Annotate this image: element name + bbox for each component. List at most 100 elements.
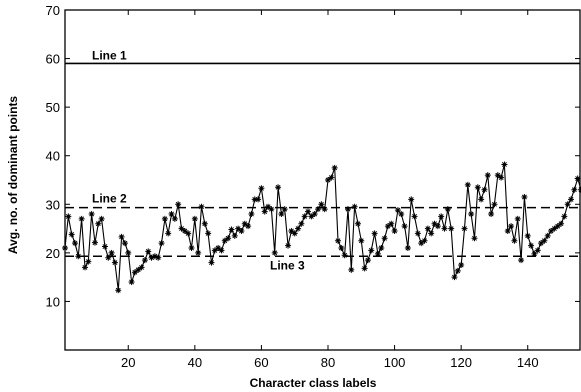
data-point <box>78 215 85 222</box>
data-point <box>291 230 298 237</box>
x-tick-label: 80 <box>321 355 335 370</box>
axes: 10 20 30 40 50 60 70 20 40 60 80 100 120 140 <box>46 3 580 370</box>
y-tick-label: 30 <box>46 197 60 212</box>
data-point <box>451 274 458 281</box>
data-point <box>185 230 192 237</box>
data-point <box>338 245 345 251</box>
data-point <box>554 223 561 230</box>
data-point <box>514 215 521 222</box>
series-layer <box>62 161 581 294</box>
data-point <box>501 161 508 168</box>
data-point <box>95 220 102 227</box>
data-point <box>334 237 341 244</box>
data-point <box>534 247 541 254</box>
data-point <box>275 184 282 191</box>
data-point <box>368 247 375 254</box>
data-point <box>461 225 468 232</box>
data-point <box>161 215 168 222</box>
data-point <box>241 220 248 227</box>
data-point <box>215 245 222 251</box>
data-point <box>191 215 198 222</box>
data-point <box>228 226 235 233</box>
y-tick-label: 40 <box>46 149 60 164</box>
data-point <box>518 257 525 264</box>
data-point <box>341 252 348 259</box>
data-point <box>221 237 228 244</box>
x-tick-label: 40 <box>188 355 202 370</box>
data-point <box>128 279 135 285</box>
series-line <box>64 164 581 291</box>
data-point <box>544 232 551 239</box>
data-point <box>568 196 575 203</box>
data-point <box>225 235 232 242</box>
data-point <box>231 232 238 239</box>
data-point <box>135 266 142 273</box>
data-point <box>444 206 451 213</box>
data-point <box>298 220 305 227</box>
data-point <box>188 245 195 251</box>
data-point <box>121 240 128 247</box>
data-point <box>251 196 258 203</box>
data-point <box>398 211 405 217</box>
data-point <box>68 231 75 238</box>
data-point <box>261 208 268 215</box>
data-point <box>431 220 438 227</box>
data-point <box>541 237 548 244</box>
data-point <box>178 225 185 232</box>
data-point <box>151 253 158 260</box>
y-axis-title: Avg. no. of dominant points <box>6 96 20 255</box>
reference-line-label-1: Line 1 <box>92 48 127 62</box>
data-point <box>564 201 571 208</box>
data-point <box>391 228 398 234</box>
data-point <box>305 208 312 215</box>
data-point <box>504 228 511 234</box>
data-point <box>508 223 515 230</box>
data-point <box>491 201 498 208</box>
data-point <box>481 186 488 193</box>
data-point <box>331 164 338 171</box>
data-point <box>471 235 478 242</box>
data-point <box>488 211 495 217</box>
data-point <box>311 211 318 217</box>
data-point <box>141 257 148 264</box>
reference-line-label-3: Line 3 <box>270 258 305 272</box>
data-point <box>434 223 441 230</box>
data-point <box>571 186 578 193</box>
data-point <box>344 206 351 213</box>
data-point <box>211 247 218 254</box>
data-point <box>255 196 262 203</box>
data-point <box>458 262 465 268</box>
data-point <box>454 267 461 274</box>
data-point <box>201 220 208 227</box>
data-point <box>158 240 165 247</box>
data-point <box>165 230 172 237</box>
data-point <box>125 249 132 256</box>
data-point <box>464 181 471 188</box>
y-tick-label: 60 <box>46 52 60 67</box>
data-point <box>265 203 272 210</box>
data-point <box>245 223 252 230</box>
data-point <box>218 247 225 254</box>
data-point <box>358 237 365 244</box>
data-point <box>108 249 115 256</box>
data-point <box>248 211 255 217</box>
data-point <box>308 213 315 220</box>
data-point <box>175 201 182 208</box>
data-point <box>281 206 288 213</box>
y-tick-label: 70 <box>46 3 60 18</box>
data-point <box>421 237 428 244</box>
data-point <box>474 184 481 191</box>
data-point <box>195 249 202 256</box>
x-axis-title: Character class labels <box>250 376 377 390</box>
data-point <box>148 254 155 261</box>
data-point <box>98 215 105 222</box>
data-point <box>324 177 331 183</box>
data-point <box>295 225 302 232</box>
data-point <box>494 172 501 179</box>
data-point <box>118 233 125 240</box>
data-point <box>88 211 95 217</box>
data-point <box>394 207 401 214</box>
data-point <box>408 196 415 203</box>
data-point <box>361 265 368 272</box>
data-point <box>315 206 322 213</box>
